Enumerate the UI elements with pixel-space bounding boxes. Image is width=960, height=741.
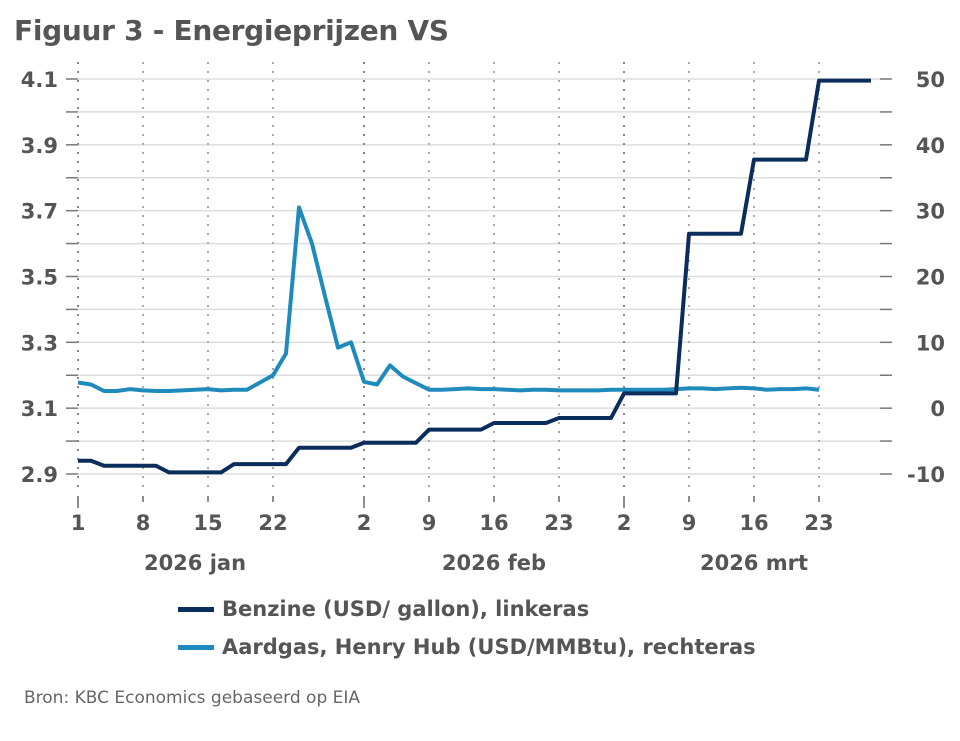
right-axis-label: 30 bbox=[916, 200, 945, 224]
x-axis-label: 9 bbox=[422, 511, 437, 535]
series-line-benzine bbox=[78, 78, 871, 475]
legend-swatch-aardgas bbox=[178, 644, 214, 650]
x-axis-label: 15 bbox=[193, 511, 222, 535]
month-label: 2026 jan bbox=[144, 551, 246, 575]
left-axis-label: 3.3 bbox=[21, 331, 58, 355]
chart-title: Figuur 3 - Energieprijzen VS bbox=[14, 14, 449, 47]
month-label: 2026 mrt bbox=[700, 551, 808, 575]
legend-item-benzine[interactable]: Benzine (USD/ gallon), linkeras bbox=[178, 590, 756, 628]
right-axis-label: 50 bbox=[916, 68, 945, 92]
source-note: Bron: KBC Economics gebaseerd op EIA bbox=[24, 688, 361, 708]
x-axis-ticks: 1 8 15 22 2 9 16 23 2 9 16 23 bbox=[71, 496, 834, 535]
series-lines bbox=[77, 78, 871, 475]
legend-swatch-benzine bbox=[178, 606, 214, 612]
left-axis-label: 3.7 bbox=[21, 200, 58, 224]
x-axis-label: 2 bbox=[357, 511, 372, 535]
x-axis-label: 1 bbox=[71, 511, 86, 535]
left-axis-label: 4.1 bbox=[21, 68, 58, 92]
legend: Benzine (USD/ gallon), linkeras Aardgas,… bbox=[178, 590, 756, 666]
right-axis-label: 0 bbox=[930, 397, 945, 421]
right-axis-label: 10 bbox=[916, 331, 945, 355]
x-axis-label: 23 bbox=[544, 511, 573, 535]
month-label: 2026 feb bbox=[442, 551, 546, 575]
x-axis-label: 2 bbox=[617, 511, 632, 535]
x-axis-label: 23 bbox=[804, 511, 833, 535]
left-axis-label: 3.9 bbox=[21, 134, 58, 158]
x-axis-label: 16 bbox=[739, 511, 768, 535]
legend-item-aardgas[interactable]: Aardgas, Henry Hub (USD/MMBtu), rechtera… bbox=[178, 628, 756, 666]
right-axis-labels: 50 40 30 20 10 0 -10 bbox=[907, 68, 945, 487]
left-axis-label: 2.9 bbox=[21, 463, 58, 487]
legend-label-benzine: Benzine (USD/ gallon), linkeras bbox=[222, 597, 590, 621]
x-axis-month-labels: 2026 jan 2026 feb 2026 mrt bbox=[144, 551, 808, 575]
x-axis-label: 16 bbox=[479, 511, 508, 535]
right-axis-label: -10 bbox=[907, 463, 945, 487]
left-axis-labels: 4.1 3.9 3.7 3.5 3.3 3.1 2.9 bbox=[21, 68, 58, 487]
x-axis-label: 8 bbox=[136, 511, 151, 535]
left-axis-label: 3.1 bbox=[21, 397, 58, 421]
right-axis-label: 20 bbox=[916, 266, 945, 290]
x-axis-label: 22 bbox=[258, 511, 287, 535]
x-axis-label: 9 bbox=[682, 511, 697, 535]
legend-label-aardgas: Aardgas, Henry Hub (USD/MMBtu), rechtera… bbox=[222, 635, 756, 659]
series-line-aardgas bbox=[77, 205, 820, 393]
gridlines bbox=[66, 78, 892, 475]
left-axis-label: 3.5 bbox=[21, 266, 58, 290]
chart-plot: 4.1 3.9 3.7 3.5 3.3 3.1 2.9 50 40 30 20 10 0 -10 1 8 1… bbox=[21, 62, 945, 575]
right-axis-label: 40 bbox=[916, 134, 945, 158]
